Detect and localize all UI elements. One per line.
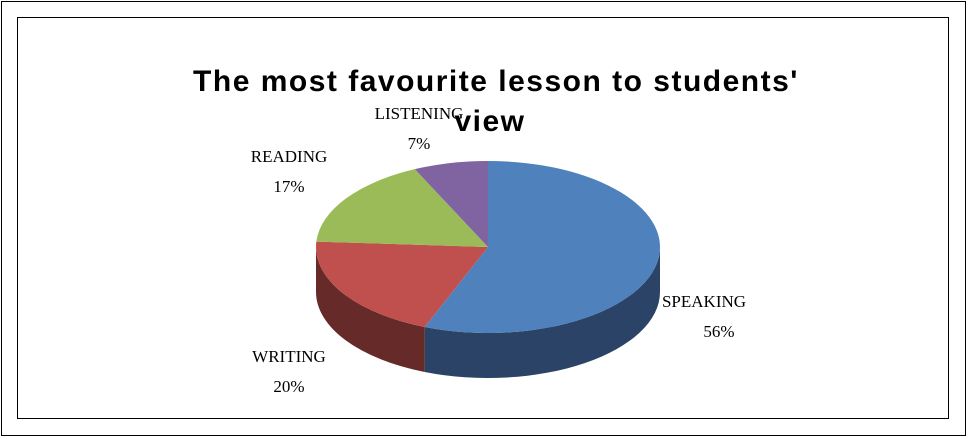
pie-top-layer [316,161,661,333]
pie-side-layer [316,247,660,378]
slice-label-writing-name: WRITING [252,347,326,366]
pie-side-speaking [424,247,660,378]
pie-slice-writing [316,241,488,327]
slice-label-speaking-value: 56% [703,322,734,341]
pie-slice-listening [414,161,488,247]
slice-label-reading-value: 17% [273,177,304,196]
chart-title-line-1: The most favourite lesson to students' [193,65,799,98]
pie-slice-reading [316,169,488,247]
slice-label-listening-name: LISTENING [375,104,464,123]
pie-side-writing [316,247,425,372]
slice-label-reading-name: READING [251,147,328,166]
slice-label-writing-value: 20% [273,377,304,396]
slice-label-listening-value: 7% [408,134,431,153]
pie-slice-speaking [424,161,661,333]
chart-title-line-2: view [454,105,525,138]
slice-label-speaking-name: SPEAKING [662,292,746,311]
